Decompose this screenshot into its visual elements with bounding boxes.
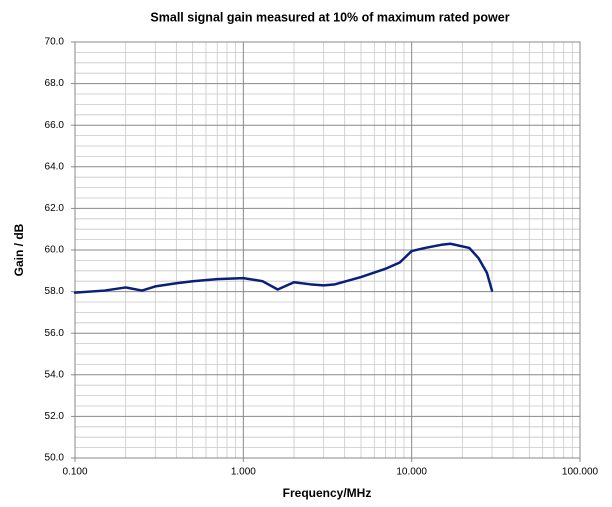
- x-tick-label: 10.000: [396, 467, 427, 478]
- y-tick-label: 62.0: [45, 203, 65, 214]
- y-tick-label: 60.0: [45, 245, 65, 256]
- y-axis-label: Gain / dB: [12, 223, 26, 276]
- x-tick-label: 1.000: [231, 467, 256, 478]
- data-line: [73, 242, 494, 294]
- x-tick-label: 0.100: [62, 467, 87, 478]
- chart-title: Small signal gain measured at 10% of max…: [150, 10, 509, 24]
- y-tick-label: 68.0: [45, 78, 65, 89]
- x-tick-label: 100.000: [562, 467, 599, 478]
- y-tick-label: 64.0: [45, 161, 65, 172]
- x-axis-label: Frequency/MHz: [283, 486, 372, 500]
- y-tick-label: 50.0: [45, 453, 65, 464]
- y-tick-label: 58.0: [45, 286, 65, 297]
- y-tick-label: 70.0: [45, 37, 65, 48]
- y-tick-label: 66.0: [45, 120, 65, 131]
- y-tick-label: 56.0: [45, 328, 65, 339]
- y-tick-label: 54.0: [45, 369, 65, 380]
- plot-frame: [74, 41, 581, 459]
- y-tick-label: 52.0: [45, 411, 65, 422]
